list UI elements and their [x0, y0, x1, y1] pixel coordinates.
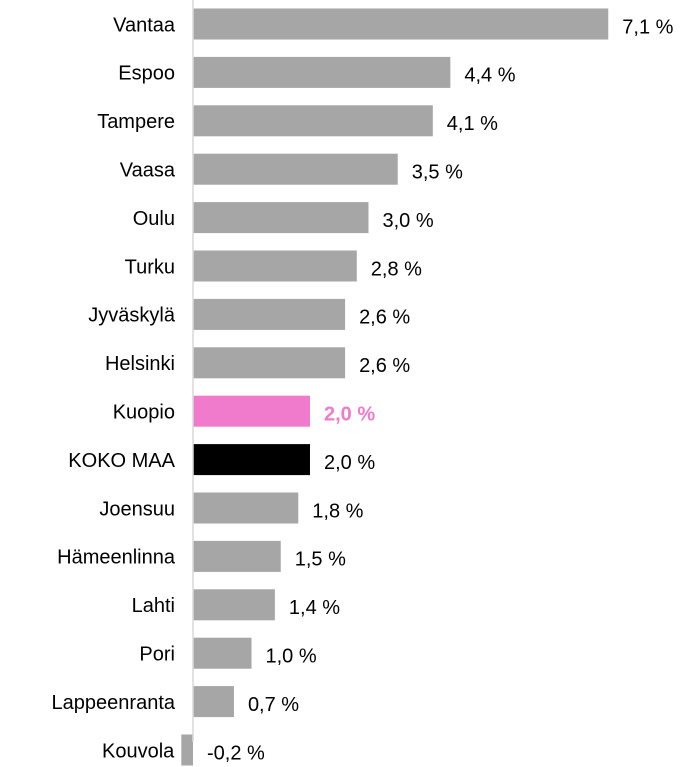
bar [193, 686, 234, 718]
category-label: Pori [139, 643, 175, 665]
bar [193, 540, 281, 572]
category-label: Oulu [133, 208, 175, 230]
value-label: 2,0 % [324, 452, 375, 474]
value-label: 1,5 % [295, 549, 346, 571]
value-label: 3,5 % [412, 161, 463, 183]
bar [193, 395, 310, 427]
bar [193, 56, 451, 88]
value-label: 1,8 % [312, 500, 363, 522]
bar [181, 734, 194, 766]
bar [193, 298, 346, 330]
value-label: 4,1 % [447, 113, 498, 135]
bar [193, 492, 299, 524]
value-label: 2,8 % [371, 258, 422, 280]
bar [193, 250, 357, 282]
value-label: -0,2 % [207, 742, 265, 764]
category-label: Hämeenlinna [57, 547, 176, 569]
value-label: 3,0 % [382, 210, 433, 232]
bar [193, 105, 433, 137]
category-label: Tampere [97, 111, 175, 133]
category-label: Lahti [132, 595, 175, 617]
value-label: 2,0 % [324, 403, 375, 425]
value-label: 1,4 % [289, 597, 340, 619]
category-label: KOKO MAA [68, 450, 175, 472]
category-label: Jyväskylä [88, 305, 176, 327]
bar [193, 637, 252, 669]
category-label: Helsinki [105, 353, 175, 375]
value-label: 2,6 % [359, 307, 410, 329]
value-label: 1,0 % [265, 645, 316, 667]
value-label: 2,6 % [359, 355, 410, 377]
value-label: 4,4 % [464, 65, 515, 87]
bar [193, 8, 609, 40]
category-label: Joensuu [99, 498, 175, 520]
value-label: 7,1 % [622, 16, 673, 38]
category-label: Vantaa [113, 14, 176, 36]
bar [193, 589, 275, 621]
category-label: Espoo [118, 63, 175, 85]
category-label: Lappeenranta [52, 692, 176, 714]
category-label: Kouvola [102, 740, 175, 762]
bar [193, 153, 398, 185]
category-label: Vaasa [120, 159, 176, 181]
bar [193, 202, 369, 234]
bar [193, 444, 310, 476]
value-label: 0,7 % [248, 694, 299, 716]
category-label: Kuopio [113, 401, 175, 423]
bar [193, 347, 346, 379]
category-label: Turku [125, 256, 175, 278]
